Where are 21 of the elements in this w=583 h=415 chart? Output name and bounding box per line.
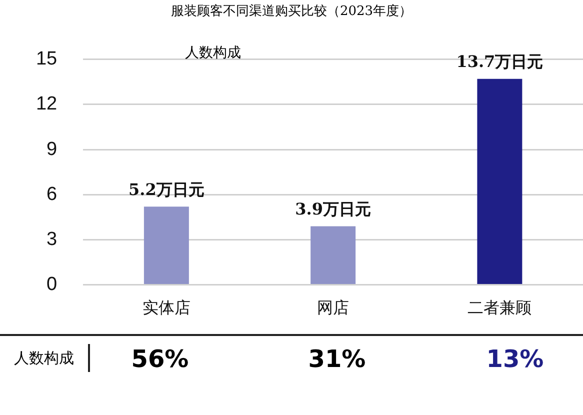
y-tick-label: 15 (36, 48, 58, 70)
bar (477, 78, 522, 284)
y-tick-label: 9 (46, 138, 58, 160)
y-tick-label: 3 (46, 228, 58, 250)
y-tick-label: 0 (46, 274, 58, 296)
data-label: 5.2万日元 (128, 180, 204, 199)
text: 13% (486, 344, 544, 374)
text: 31% (308, 344, 366, 374)
data-label: 3.9万日元 (295, 199, 371, 218)
bar (310, 226, 356, 284)
bar (144, 206, 189, 284)
text: 人数构成 (14, 344, 90, 372)
x-tick-label: 二者兼顾 (468, 298, 532, 317)
x-tick-label: 网店 (317, 298, 350, 317)
annotation: 人数构成 (185, 44, 241, 62)
y-tick-label: 6 (46, 184, 58, 205)
y-tick-label: 12 (36, 94, 58, 115)
chart-title: 服装顾客不同渠道购买比较（2023年度） (170, 3, 414, 20)
x-tick-label: 实体店 (142, 298, 190, 317)
data-label: 13.7万日元 (456, 52, 544, 72)
text: 56% (131, 344, 189, 374)
